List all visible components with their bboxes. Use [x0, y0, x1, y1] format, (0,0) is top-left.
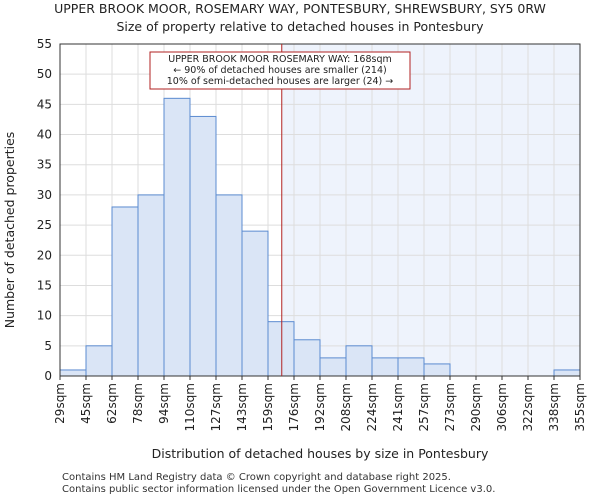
histogram-bar [319, 357, 347, 377]
chart-title: UPPER BROOK MOOR, ROSEMARY WAY, PONTESBU… [54, 1, 546, 16]
y-axis-title: Number of detached properties [2, 132, 17, 329]
histogram-bar [163, 97, 191, 377]
histogram-bar [111, 206, 139, 377]
x-tick-label: 290sqm [469, 383, 483, 431]
histogram-bar [423, 363, 451, 377]
x-tick-label: 45sqm [79, 383, 93, 424]
x-tick-label: 127sqm [209, 383, 223, 431]
histogram-bar [137, 194, 165, 377]
x-tick-label: 110sqm [183, 383, 197, 431]
larger-region-highlight [281, 44, 580, 376]
annotation-line-2: ← 90% of detached houses are smaller (21… [173, 65, 386, 76]
x-tick-label: 29sqm [53, 383, 67, 424]
annotation-line-1: UPPER BROOK MOOR ROSEMARY WAY: 168sqm [168, 54, 392, 65]
x-tick-label: 322sqm [521, 383, 535, 431]
x-tick-label: 273sqm [443, 383, 457, 431]
x-tick-label: 208sqm [339, 383, 353, 431]
annotation-line-3: 10% of semi-detached houses are larger (… [167, 76, 394, 87]
histogram-bar [293, 339, 321, 377]
y-tick-label: 30 [37, 188, 52, 202]
x-tick-label: 355sqm [573, 383, 587, 431]
y-tick-label: 20 [37, 248, 52, 262]
x-tick-label: 78sqm [131, 383, 145, 424]
histogram-bar [241, 230, 269, 377]
y-tick-label: 15 [37, 278, 52, 292]
y-tick-label: 25 [37, 218, 52, 232]
x-tick-label: 241sqm [391, 383, 405, 431]
y-tick-label: 0 [44, 369, 52, 383]
y-tick-label: 40 [37, 128, 52, 142]
footer-line-1: Contains HM Land Registry data © Crown c… [62, 472, 451, 483]
y-tick-label: 50 [37, 67, 52, 81]
x-tick-label: 306sqm [495, 383, 509, 431]
histogram-bar [267, 321, 295, 377]
y-tick-label: 55 [37, 37, 52, 51]
histogram-bar [345, 345, 373, 377]
x-tick-label: 143sqm [235, 383, 249, 431]
histogram-bar [553, 369, 581, 377]
footer-line-2: Contains public sector information licen… [62, 484, 496, 495]
y-tick-label: 45 [37, 97, 52, 111]
x-tick-label: 192sqm [313, 383, 327, 431]
histogram-bar [215, 194, 243, 377]
x-tick-label: 94sqm [157, 383, 171, 424]
x-tick-label: 224sqm [365, 383, 379, 431]
x-tick-label: 338sqm [547, 383, 561, 431]
x-tick-label: 62sqm [105, 383, 119, 424]
y-tick-label: 5 [44, 339, 52, 353]
histogram-bar [59, 369, 87, 377]
x-tick-label: 257sqm [417, 383, 431, 431]
histogram-bar [397, 357, 425, 377]
histogram-bar [189, 115, 217, 377]
histogram-bar [371, 357, 399, 377]
x-axis-title: Distribution of detached houses by size … [152, 446, 489, 461]
x-tick-label: 159sqm [261, 383, 275, 431]
y-tick-label: 35 [37, 158, 52, 172]
y-tick-label: 10 [37, 309, 52, 323]
histogram-chart: 0 5 10 15 20 25 30 35 40 45 50 55 29sqm 45sqm 62sqm 78s… [2, 37, 587, 461]
chart-subtitle: Size of property relative to detached ho… [116, 19, 484, 34]
histogram-bar [85, 345, 113, 377]
annotation-box [149, 51, 411, 90]
x-tick-label: 176sqm [287, 383, 301, 431]
